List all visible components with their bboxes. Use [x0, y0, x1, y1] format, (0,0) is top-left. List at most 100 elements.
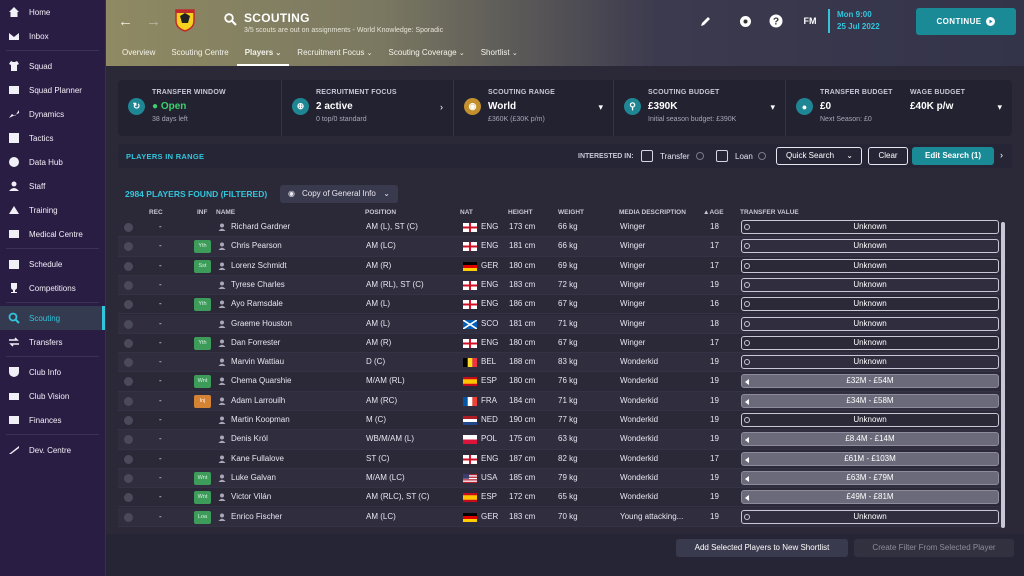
row-select-toggle[interactable] — [124, 473, 133, 483]
player-name[interactable]: Enrico Fischer — [231, 511, 283, 521]
player-name[interactable]: Adam Larrouilh — [231, 395, 286, 405]
player-name[interactable]: Denis Król — [231, 434, 268, 444]
row-select-toggle[interactable] — [124, 512, 133, 522]
inf-badge[interactable]: Wnt — [194, 375, 211, 389]
recruitment-focus-box[interactable]: ⊕ RECRUITMENT FOCUS 2 active 0 top/0 sta… — [282, 80, 454, 136]
row-select-toggle[interactable] — [124, 242, 133, 252]
transfer-window-box[interactable]: ↻ TRANSFER WINDOW ● Open 38 days left — [118, 80, 282, 136]
budget-box[interactable]: ● TRANSFER BUDGET £0 Next Season: £0 WAG… — [786, 80, 1012, 136]
forward-arrow-icon[interactable]: → — [146, 13, 161, 30]
info-icon[interactable] — [696, 152, 704, 160]
tab-shortlist[interactable]: Shortlist ⌄ — [480, 48, 518, 57]
table-row[interactable]: - Wnt Victor Vilán AM (RLC), ST (C) ESP 172 c… — [118, 488, 1004, 508]
row-select-toggle[interactable] — [124, 377, 133, 387]
row-select-toggle[interactable] — [124, 319, 133, 329]
sidebar-item-schedule[interactable]: Schedule — [0, 252, 105, 276]
quick-search-dropdown[interactable]: Quick Search ⌄ — [776, 147, 862, 165]
table-scrollbar[interactable] — [1001, 222, 1005, 528]
tab-scouting-coverage[interactable]: Scouting Coverage ⌄ — [388, 48, 465, 57]
transfer-value-bar[interactable]: Unknown — [741, 316, 999, 331]
player-name[interactable]: Tyrese Charles — [231, 279, 285, 289]
sidebar-item-competitions[interactable]: Competitions — [0, 276, 105, 300]
table-row[interactable]: - Denis Król WB/M/AM (L) POL 175 cm 63 kg Wond… — [118, 430, 1004, 450]
column-height[interactable]: HEIGHT — [508, 209, 533, 216]
scouting-range-box[interactable]: ◉ SCOUTING RANGE World £360K (£30K p/m) … — [454, 80, 614, 136]
tab-scouting-centre[interactable]: Scouting Centre — [171, 48, 229, 57]
table-row[interactable]: - Wnt Chema Quarshie M/AM (RL) ESP 180 cm 76 k… — [118, 372, 1004, 392]
inf-badge[interactable]: Loa — [194, 510, 211, 524]
column-age[interactable]: ▲AGE — [703, 209, 724, 216]
edit-search-button[interactable]: Edit Search (1) — [912, 147, 994, 165]
loan-checkbox[interactable] — [716, 150, 728, 162]
info-icon[interactable] — [758, 152, 766, 160]
chevron-right-icon[interactable]: › — [1000, 150, 1003, 160]
club-badge-icon[interactable] — [174, 8, 196, 32]
row-select-toggle[interactable] — [124, 338, 133, 348]
transfer-value-bar[interactable]: Unknown — [741, 258, 999, 273]
transfer-value-bar[interactable]: £34M - £58M — [741, 393, 999, 408]
column-name[interactable]: NAME — [216, 209, 236, 216]
pencil-icon[interactable] — [698, 14, 712, 28]
sidebar-item-dev-centre[interactable]: Dev. Centre — [0, 438, 105, 462]
row-select-toggle[interactable] — [124, 223, 133, 232]
sidebar-item-medical-centre[interactable]: Medical Centre — [0, 222, 105, 246]
inf-badge[interactable]: Yth — [194, 336, 211, 350]
sidebar-item-club-vision[interactable]: Club Vision — [0, 384, 105, 408]
row-select-toggle[interactable] — [124, 358, 133, 368]
transfer-value-bar[interactable]: £61M - £103M — [741, 451, 999, 466]
row-select-toggle[interactable] — [124, 300, 133, 310]
column-nat[interactable]: NAT — [460, 209, 473, 216]
table-row[interactable]: - Inj Adam Larrouilh AM (RC) FRA 184 cm 71 kg W… — [118, 391, 1004, 411]
transfer-value-bar[interactable]: Unknown — [741, 509, 999, 524]
sidebar-item-transfers[interactable]: Transfers — [0, 330, 105, 354]
player-name[interactable]: Marvin Wattiau — [231, 357, 285, 367]
table-row[interactable]: - Yth Dan Forrester AM (R) ENG 180 cm 67 kg Win… — [118, 334, 1004, 354]
table-row[interactable]: - Loa Enrico Fischer AM (LC) GER 183 cm 70 kg Y… — [118, 507, 1004, 527]
player-name[interactable]: Kane Fullalove — [231, 453, 284, 463]
table-row[interactable]: - Tyrese Charles AM (RL), ST (C) ENG 183 cm 7… — [118, 275, 1004, 296]
sidebar-item-inbox[interactable]: Inbox — [0, 24, 105, 48]
create-filter-button[interactable]: Create Filter From Selected Player — [854, 539, 1014, 557]
player-name[interactable]: Dan Forrester — [231, 337, 281, 347]
player-name[interactable]: Luke Galvan — [231, 472, 276, 482]
date-display[interactable]: Mon 9:00 25 Jul 2022 — [828, 9, 880, 33]
sidebar-item-squad-planner[interactable]: Squad Planner — [0, 78, 105, 102]
fm-logo[interactable]: FM — [803, 16, 817, 26]
help-icon[interactable]: ? — [769, 14, 783, 28]
row-select-toggle[interactable] — [124, 261, 133, 271]
ball-icon[interactable] — [738, 14, 752, 28]
player-name[interactable]: Martin Koopman — [231, 415, 290, 424]
table-row[interactable]: - Wnt Luke Galvan M/AM (LC) USA 185 cm 79 kg Wo… — [118, 468, 1004, 489]
transfer-value-bar[interactable]: Unknown — [741, 413, 999, 427]
column-inf[interactable]: INF — [197, 209, 208, 216]
table-row[interactable]: - Graeme Houston AM (L) SCO 181 cm 71 kg Winge… — [118, 314, 1004, 334]
inf-badge[interactable]: Inj — [194, 394, 211, 408]
inf-badge[interactable]: Yth — [194, 240, 211, 254]
transfer-value-bar[interactable]: £32M - £54M — [741, 374, 999, 389]
transfer-value-bar[interactable]: Unknown — [741, 239, 999, 254]
row-select-toggle[interactable] — [124, 416, 133, 425]
table-row[interactable]: - Marvin Wattiau D (C) BEL 188 cm 83 kg Wonder… — [118, 353, 1004, 373]
table-row[interactable]: - Sst Lorenz Schmidt AM (R) GER 180 cm 69 kg Wi… — [118, 257, 1004, 276]
sidebar-item-data-hub[interactable]: Data Hub — [0, 150, 105, 174]
player-name[interactable]: Ayo Ramsdale — [231, 299, 283, 309]
clear-button[interactable]: Clear — [868, 147, 908, 165]
row-select-toggle[interactable] — [124, 280, 133, 290]
column-transfer-value[interactable]: TRANSFER VALUE — [740, 209, 799, 216]
sidebar-item-finances[interactable]: Finances — [0, 408, 105, 432]
inf-badge[interactable]: Wnt — [194, 491, 211, 505]
transfer-checkbox[interactable] — [641, 150, 653, 162]
sidebar-item-training[interactable]: Training — [0, 198, 105, 222]
column-weight[interactable]: WEIGHT — [558, 209, 584, 216]
tab-recruitment-focus[interactable]: Recruitment Focus ⌄ — [297, 48, 373, 57]
tab-overview[interactable]: Overview — [122, 48, 156, 57]
column-position[interactable]: POSITION — [365, 209, 397, 216]
sidebar-item-scouting[interactable]: Scouting — [0, 306, 105, 330]
table-row[interactable]: - Martin Koopman M (C) NED 190 cm 77 kg Wonder… — [118, 411, 1004, 431]
chevron-right-icon[interactable]: › — [440, 102, 443, 112]
sidebar-item-tactics[interactable]: Tactics — [0, 126, 105, 150]
view-selector-dropdown[interactable]: ◉ Copy of General Info ⌄ — [280, 185, 398, 203]
add-to-shortlist-button[interactable]: Add Selected Players to New Shortlist — [676, 539, 848, 557]
column-rec[interactable]: REC — [149, 209, 163, 216]
transfer-value-bar[interactable]: £49M - £81M — [741, 490, 999, 505]
